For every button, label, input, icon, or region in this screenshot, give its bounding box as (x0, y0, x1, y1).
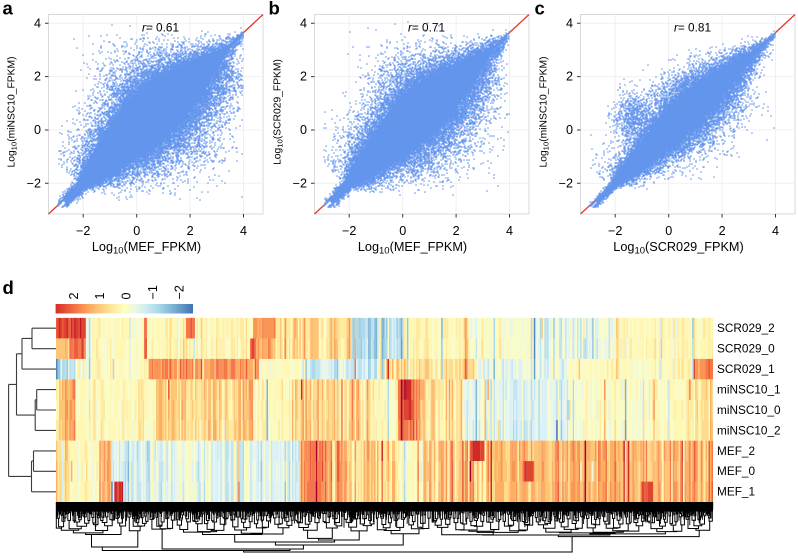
svg-text:−2: −2 (293, 176, 307, 190)
svg-text:−2: −2 (172, 285, 186, 299)
svg-text:4: 4 (566, 16, 573, 30)
svg-text:2: 2 (67, 292, 81, 299)
svg-text:miNSC10_1: miNSC10_1 (717, 383, 781, 397)
svg-text:4: 4 (772, 224, 779, 238)
svg-text:1: 1 (93, 292, 107, 299)
svg-text:MEF_2: MEF_2 (717, 444, 755, 458)
svg-text:0: 0 (133, 224, 140, 238)
svg-text:2: 2 (453, 224, 460, 238)
svg-text:SCR029_2: SCR029_2 (717, 321, 775, 335)
svg-text:0: 0 (665, 224, 672, 238)
svg-text:r= 0.61: r= 0.61 (142, 21, 179, 35)
svg-text:MEF_1: MEF_1 (717, 485, 755, 499)
svg-text:r= 0.71: r= 0.71 (408, 21, 445, 35)
svg-text:Log10(miNSC10_FPKM): Log10(miNSC10_FPKM) (538, 57, 550, 168)
svg-text:Log10(SCR029_FPKM): Log10(SCR029_FPKM) (613, 240, 743, 257)
svg-text:4: 4 (506, 224, 513, 238)
svg-text:4: 4 (34, 16, 41, 30)
svg-text:SCR029_0: SCR029_0 (717, 342, 775, 356)
svg-text:4: 4 (240, 224, 247, 238)
svg-text:MEF_0: MEF_0 (717, 464, 755, 478)
svg-text:0: 0 (300, 123, 307, 137)
svg-text:2: 2 (719, 224, 726, 238)
svg-text:Log10(SCR029_FPKM): Log10(SCR029_FPKM) (272, 59, 284, 165)
svg-text:−2: −2 (76, 224, 90, 238)
svg-text:−2: −2 (559, 176, 573, 190)
svg-text:SCR029_1: SCR029_1 (717, 362, 775, 376)
svg-text:2: 2 (566, 70, 573, 84)
svg-text:r= 0.81: r= 0.81 (674, 21, 711, 35)
svg-text:−2: −2 (342, 224, 356, 238)
svg-text:−1: −1 (146, 285, 160, 299)
svg-text:c: c (535, 0, 545, 18)
svg-text:a: a (3, 0, 14, 18)
svg-text:b: b (269, 0, 280, 18)
svg-text:2: 2 (187, 224, 194, 238)
svg-text:0: 0 (34, 123, 41, 137)
svg-text:d: d (3, 277, 14, 298)
svg-text:miNSC10_0: miNSC10_0 (717, 403, 781, 417)
svg-text:4: 4 (300, 16, 307, 30)
svg-text:0: 0 (399, 224, 406, 238)
svg-text:0: 0 (120, 292, 134, 299)
svg-text:miNSC10_2: miNSC10_2 (717, 423, 781, 437)
svg-text:2: 2 (300, 70, 307, 84)
svg-text:−2: −2 (608, 224, 622, 238)
svg-text:−2: −2 (27, 176, 41, 190)
svg-text:2: 2 (34, 70, 41, 84)
svg-text:0: 0 (566, 123, 573, 137)
svg-text:Log10(miNSC10_FPKM): Log10(miNSC10_FPKM) (6, 57, 18, 168)
